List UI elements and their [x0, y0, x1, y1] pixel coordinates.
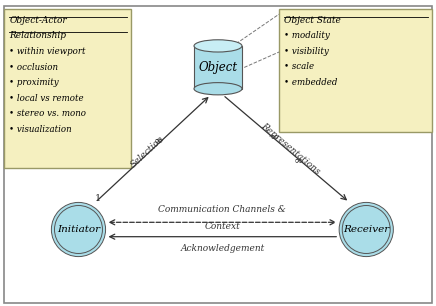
Text: • scale: • scale	[284, 62, 314, 71]
Text: • embedded: • embedded	[284, 78, 337, 87]
Text: ∞: ∞	[293, 156, 303, 166]
Text: • proximity: • proximity	[9, 78, 59, 87]
Bar	[4, 9, 131, 168]
Circle shape	[342, 206, 390, 253]
Bar	[279, 9, 432, 132]
Text: Object: Object	[198, 61, 238, 74]
Text: ∞: ∞	[269, 132, 279, 142]
Text: Selection: Selection	[129, 134, 167, 169]
Circle shape	[339, 202, 393, 257]
Text: • stereo vs. mono: • stereo vs. mono	[9, 109, 86, 118]
Text: • occlusion: • occlusion	[9, 63, 58, 72]
Text: Communication Channels &: Communication Channels &	[158, 205, 286, 214]
Text: Object-Actor: Object-Actor	[9, 16, 67, 25]
Ellipse shape	[194, 83, 242, 95]
Text: • visualization: • visualization	[9, 125, 72, 134]
Text: Initiator: Initiator	[57, 225, 100, 234]
Text: • within viewport: • within viewport	[9, 47, 86, 56]
Text: • modality: • modality	[284, 31, 330, 40]
Text: Representations: Representations	[259, 121, 321, 176]
Text: Context: Context	[204, 222, 240, 231]
Circle shape	[51, 202, 106, 257]
Text: ∞: ∞	[153, 136, 163, 146]
Text: 1: 1	[95, 194, 101, 203]
Text: • local vs remote: • local vs remote	[9, 94, 84, 103]
Ellipse shape	[194, 40, 242, 52]
Text: Relationship: Relationship	[9, 31, 66, 40]
Text: Object State: Object State	[284, 16, 341, 25]
Text: Receiver: Receiver	[343, 225, 389, 234]
Circle shape	[54, 206, 102, 253]
Bar	[194, 46, 242, 89]
Text: • visibility: • visibility	[284, 47, 329, 56]
Text: Acknowledgement: Acknowledgement	[180, 244, 265, 253]
